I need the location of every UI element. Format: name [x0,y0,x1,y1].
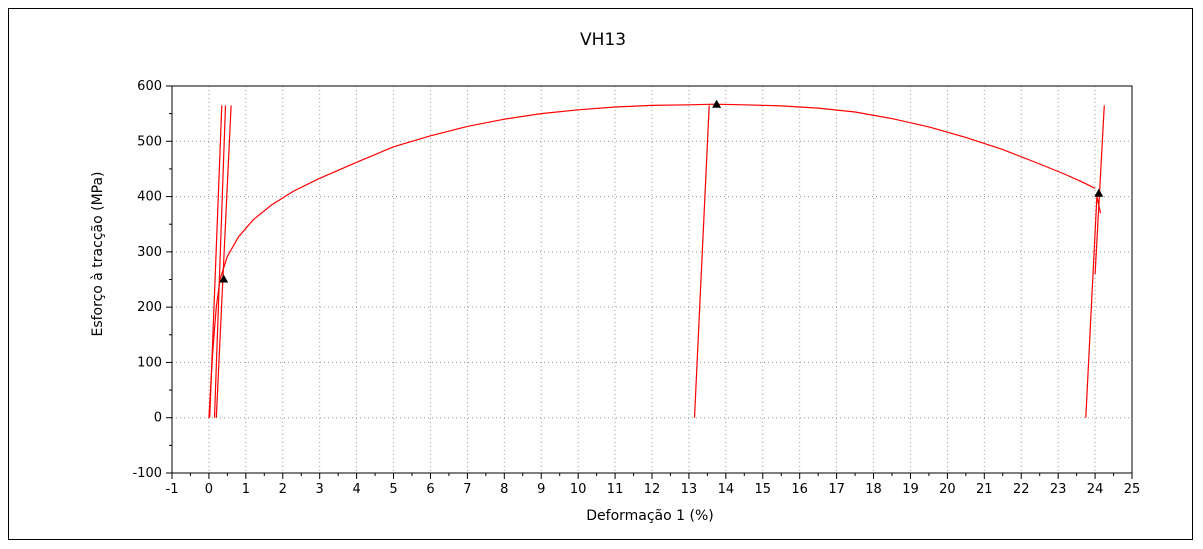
x-tick-label: 9 [537,482,545,497]
x-tick-label: 14 [718,482,735,497]
x-axis-label: Deformação 1 (%) [586,508,714,524]
loading-line [1094,105,1105,275]
x-tick-label: 22 [1013,482,1030,497]
x-tick-label: 20 [939,482,956,497]
x-tick-label: 4 [352,482,360,497]
x-tick-label: -1 [166,482,179,497]
x-tick-label: 11 [607,482,624,497]
x-tick-label: 23 [1050,482,1067,497]
grid [172,86,1132,473]
stress-strain-curve [208,103,1096,418]
y-tick-label: 600 [137,79,162,94]
loading-line [215,105,232,418]
x-tick-label: 24 [1087,482,1104,497]
x-tick-label: 13 [681,482,698,497]
y-axis-label: Esforço à tracção (MPa) [90,171,106,336]
x-tick-label: 5 [389,482,397,497]
x-tick-label: 10 [570,482,587,497]
x-tick-label: 3 [316,482,324,497]
y-tick-label: -100 [132,466,162,481]
y-tick-label: 200 [137,300,162,315]
y-tick-label: 100 [137,355,162,370]
x-tick-label: 15 [754,482,771,497]
axis-ticks: -1 0 1 2 3 4 5 6 7 8 9 10 11 12 13 14 15 16 17 18 19 20 21 22 23… [132,79,1140,497]
x-tick-label: 6 [426,482,434,497]
triangle-marker [712,99,722,108]
x-tick-label: 8 [500,482,508,497]
y-tick-label: 500 [137,134,162,149]
x-tick-label: 16 [791,482,808,497]
series-group [208,103,1105,418]
x-tick-label: 21 [976,482,993,497]
x-tick-label: 12 [644,482,661,497]
x-tick-label: 0 [205,482,213,497]
y-tick-label: 300 [137,245,162,260]
loading-line [209,105,223,418]
y-tick-label: 0 [154,411,162,426]
y-tick-label: 400 [137,190,162,205]
loading-line [693,105,710,418]
triangle-marker [219,274,229,283]
x-tick-label: 17 [828,482,845,497]
chart-frame [8,8,1193,540]
x-tick-label: 7 [463,482,471,497]
x-tick-label: 19 [902,482,919,497]
chart-title: VH13 [580,30,626,50]
x-tick-label: 25 [1124,482,1141,497]
x-tick-label: 2 [279,482,287,497]
x-tick-label: 1 [242,482,250,497]
triangle-marker [1094,188,1104,197]
x-tick-label: 18 [865,482,882,497]
loading-line [213,105,227,418]
marker-group [219,99,1104,283]
